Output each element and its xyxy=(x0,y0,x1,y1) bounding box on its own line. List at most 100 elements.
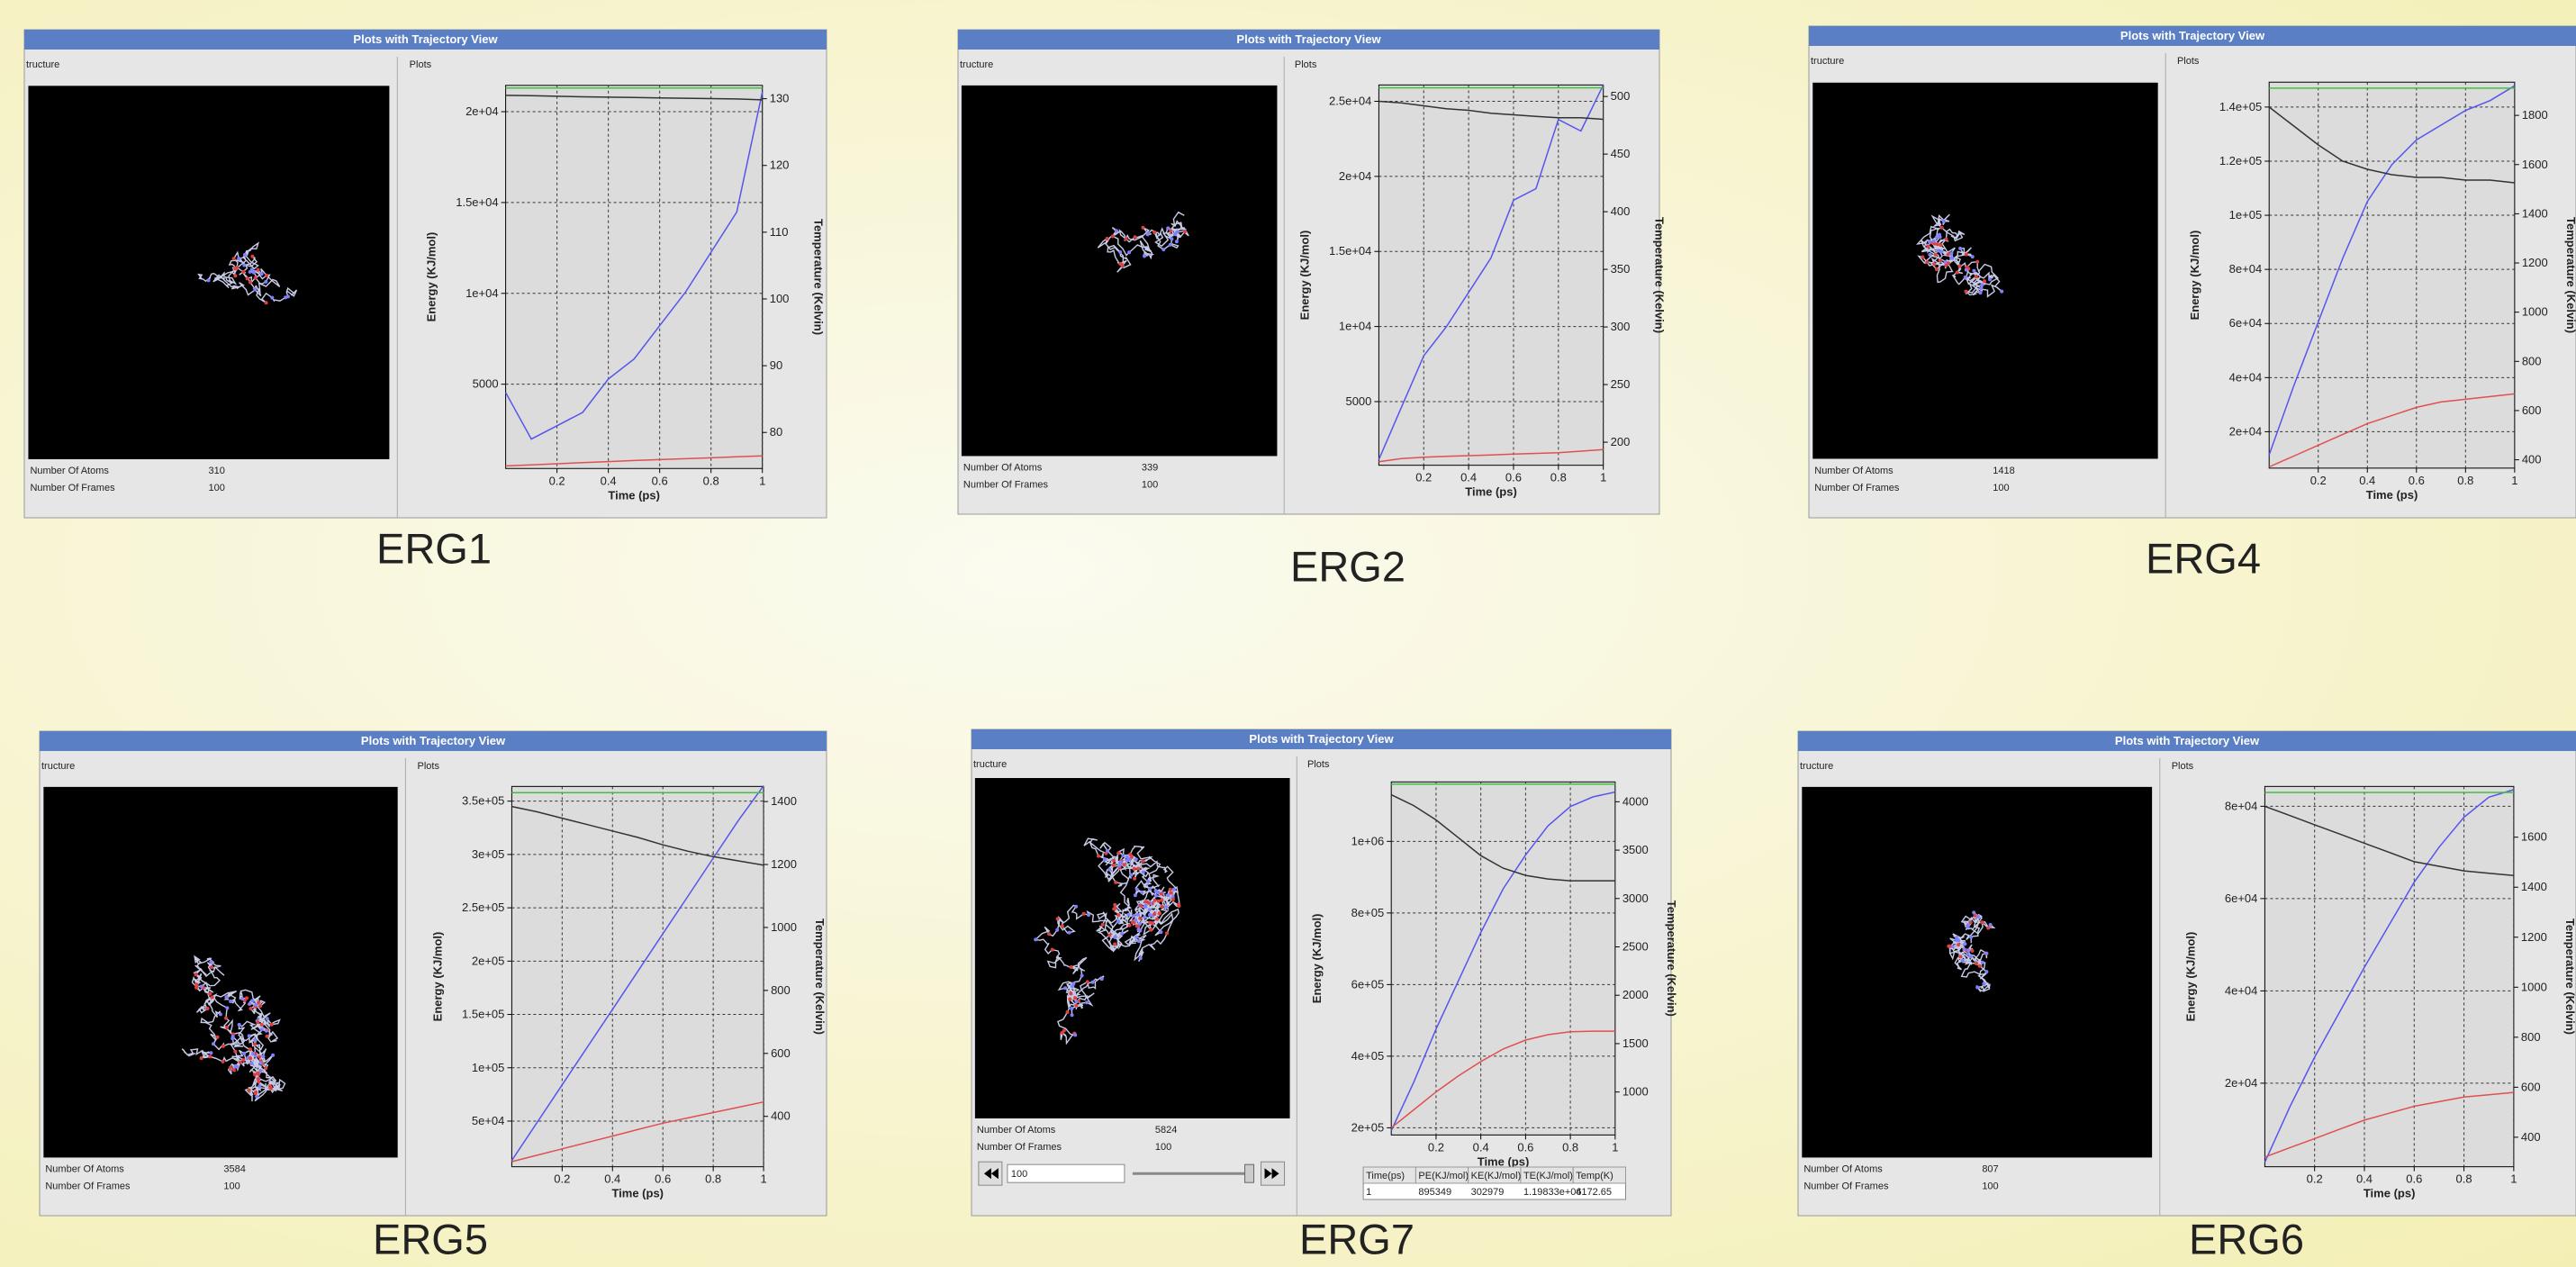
y-tick-label: 1e+05 xyxy=(472,1061,505,1074)
y2-axis-label: Temperature (Kelvin) xyxy=(2563,919,2576,1035)
atom xyxy=(1964,276,1967,279)
atom xyxy=(237,257,240,260)
y2-tick-label: 800 xyxy=(2521,1030,2541,1044)
atom xyxy=(253,287,257,291)
x-tick-label: 0.8 xyxy=(705,1172,721,1186)
atom xyxy=(1161,248,1165,251)
x-tick-label: 0.2 xyxy=(2307,1172,2323,1186)
atom xyxy=(1070,965,1073,969)
atom xyxy=(249,1047,252,1051)
atom xyxy=(1939,259,1942,263)
y-axis-label: Energy (KJ/mol) xyxy=(1310,913,1324,1003)
atom xyxy=(211,996,214,1000)
atom xyxy=(1940,226,1944,230)
atom xyxy=(264,280,267,284)
atom xyxy=(1971,255,1975,258)
y2-tick-label: 120 xyxy=(770,158,790,172)
atom xyxy=(1932,262,1936,266)
atom xyxy=(1928,253,1931,257)
y2-tick-label: 450 xyxy=(1611,147,1631,160)
slider-thumb xyxy=(1245,1164,1254,1182)
atom xyxy=(1134,235,1137,239)
atom xyxy=(253,1043,257,1046)
atom xyxy=(1950,257,1954,260)
frames-value: 100 xyxy=(208,483,224,493)
y2-tick-label: 1600 xyxy=(2521,830,2547,844)
trajectory-window: Plots with Trajectory ViewtructurePlotsN… xyxy=(958,30,1667,514)
atom xyxy=(232,257,236,260)
y-tick-label: 5000 xyxy=(1345,394,1371,408)
structure-group-label: tructure xyxy=(41,761,75,772)
atom xyxy=(1153,899,1157,902)
x-tick-label: 0.2 xyxy=(549,474,565,487)
atom xyxy=(1063,986,1067,990)
frames-label: Number Of Frames xyxy=(1814,483,1900,493)
atom xyxy=(1981,283,1984,286)
atom xyxy=(254,276,258,280)
y2-axis-label: Temperature (Kelvin) xyxy=(2564,217,2576,333)
atom xyxy=(1166,893,1170,897)
y2-tick-label: 100 xyxy=(770,292,790,305)
atom xyxy=(1158,911,1161,915)
x-tick-label: 1 xyxy=(759,474,765,487)
atom xyxy=(1974,914,1977,918)
y2-tick-label: 2500 xyxy=(1622,940,1649,954)
atom xyxy=(1160,892,1163,896)
atom xyxy=(1103,857,1107,861)
atom xyxy=(1148,913,1152,917)
atom xyxy=(1134,858,1138,862)
atom xyxy=(242,264,246,267)
window-title: Plots with Trajectory View xyxy=(2115,734,2260,747)
y2-tick-label: 400 xyxy=(1611,204,1631,218)
table-cell: 895349 xyxy=(1418,1187,1451,1198)
y2-tick-label: 90 xyxy=(770,358,782,372)
y-tick-label: 1.5e+04 xyxy=(456,195,498,209)
atom xyxy=(1135,924,1139,928)
atom xyxy=(253,1072,257,1076)
atom xyxy=(248,1034,251,1037)
atom xyxy=(286,294,290,298)
atom xyxy=(271,1054,275,1057)
y2-tick-label: 4000 xyxy=(1622,794,1649,808)
y-tick-label: 6e+05 xyxy=(1351,977,1385,991)
x-tick-label: 0.8 xyxy=(2456,1172,2472,1186)
atom xyxy=(1169,888,1172,891)
atom xyxy=(1071,984,1074,988)
atom xyxy=(269,1087,273,1091)
atom xyxy=(258,1055,261,1059)
plot-area xyxy=(1378,85,1603,465)
atoms-label: Number Of Atoms xyxy=(30,466,109,476)
atom xyxy=(195,985,199,989)
y-axis-label: Energy (KJ/mol) xyxy=(430,932,444,1022)
atom xyxy=(259,1062,263,1065)
atom xyxy=(1074,1004,1078,1008)
atom xyxy=(1073,1033,1077,1036)
atom xyxy=(1965,290,1968,294)
y2-tick-label: 250 xyxy=(1611,377,1631,391)
table-header: TE(KJ/mol) xyxy=(1523,1171,1573,1181)
atom xyxy=(1143,254,1146,258)
atom xyxy=(1157,900,1161,903)
frames-label: Number Of Frames xyxy=(45,1181,131,1192)
y2-tick-label: 300 xyxy=(1611,320,1631,333)
atom xyxy=(1113,903,1116,907)
atom xyxy=(266,1035,269,1038)
plots-group-label: Plots xyxy=(2172,761,2194,772)
atom xyxy=(1056,917,1060,920)
atom xyxy=(221,1045,225,1048)
atom xyxy=(1123,863,1126,866)
atom xyxy=(1949,251,1953,255)
atom xyxy=(1961,959,1965,963)
x-tick-label: 0.4 xyxy=(601,474,617,487)
atom xyxy=(1976,915,1980,919)
atom xyxy=(260,1023,264,1027)
atom xyxy=(1074,905,1078,909)
atom xyxy=(260,1027,264,1031)
atom xyxy=(1134,919,1137,922)
atom xyxy=(1937,249,1940,253)
atoms-value: 310 xyxy=(208,466,224,476)
frames-value: 100 xyxy=(1142,480,1158,491)
atom xyxy=(208,1054,212,1058)
atom xyxy=(1075,1000,1079,1003)
atom xyxy=(254,1091,258,1095)
